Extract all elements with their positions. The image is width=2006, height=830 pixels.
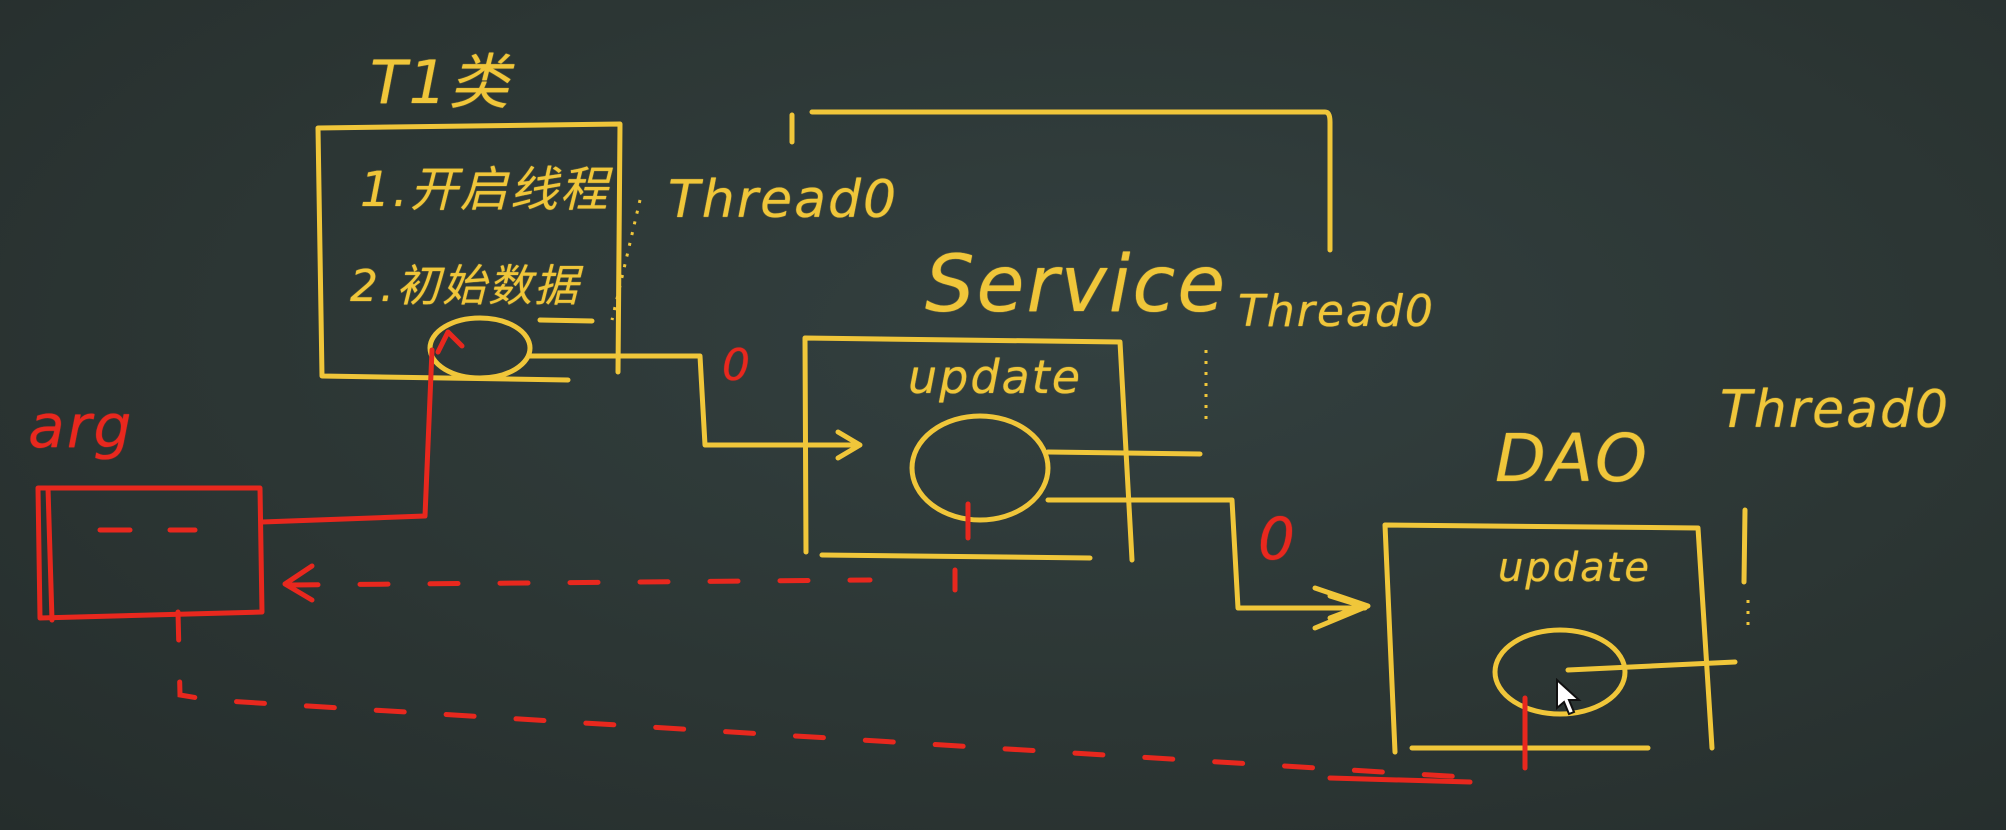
dao-title: DAO [1495,420,1649,497]
top-bracket [789,109,1333,253]
t1-line-1: 1.开启线程 [360,162,610,218]
dao-right-line [1565,659,1738,673]
dao-oval [1492,627,1628,717]
arg-label: arg [28,392,134,462]
arg-box [35,485,265,621]
arrow-head-2 [1312,585,1371,631]
return-dash-service [287,577,873,588]
return-dash-dao [175,609,1483,781]
dao-box [1382,522,1715,755]
t1-line-2: 2.初始数据 [350,261,580,312]
arrow-arg-t1 [259,347,435,525]
service-update-label: update [908,350,1083,404]
thread0-label-service: Thread0 [1238,286,1435,337]
arrow-service-dao [1045,497,1368,611]
marker-zero-2: 0 [1258,505,1297,573]
arrow-head-2b [1327,593,1365,621]
service-oval [909,413,1051,523]
service-right-line [1045,449,1203,457]
t1-title: T1类 [370,48,511,118]
marker-zero-1: 0 [722,340,752,391]
service-box [802,335,1135,563]
mouse-cursor-icon [1556,678,1582,716]
arrow-head-1 [835,429,863,461]
arg-box-left-edge [45,485,55,623]
service-base [819,552,1093,561]
thread0-label-dao: Thread0 [1720,380,1951,440]
thread0-label-t1: Thread0 [668,170,899,230]
return-arrow-head [282,563,315,603]
t1-oval [427,315,533,381]
dao-tick [1741,507,1748,585]
arrow-t1-service [527,353,861,448]
t1-inner-line [537,317,595,324]
dao-red-hook [1327,775,1473,785]
arrow-head-red [435,329,465,355]
service-title: Service [925,240,1228,330]
dao-update-label: update [1498,545,1651,591]
